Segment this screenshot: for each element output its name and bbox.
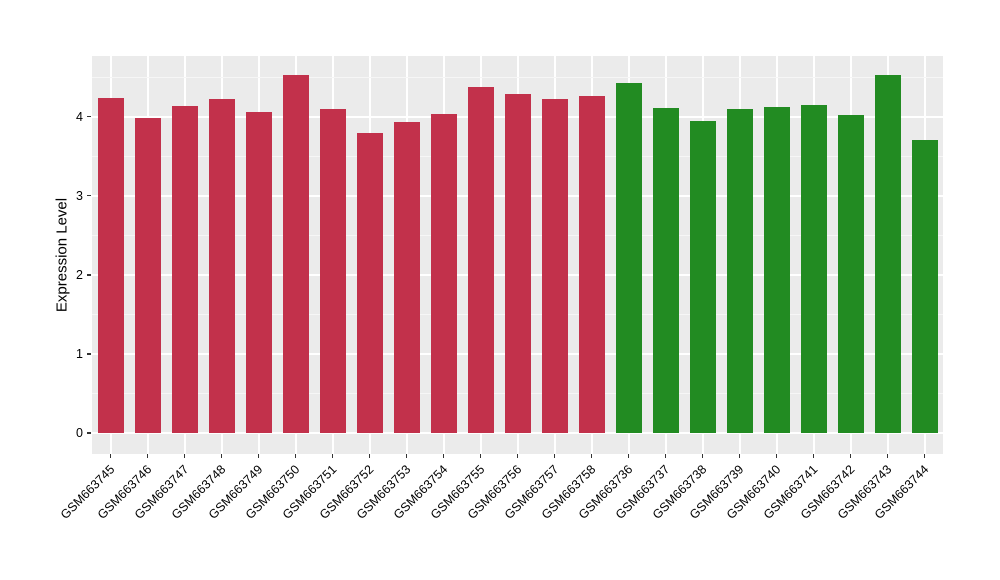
y-tick-mark [87,274,91,276]
bar-GSM663751 [319,108,346,433]
bar-GSM663739 [726,108,753,433]
y-tick-label: 2 [76,267,83,282]
bar-GSM663747 [171,105,198,433]
y-tick-label: 0 [76,426,83,440]
x-tick-mark [220,454,223,458]
x-tick-mark [405,454,408,458]
x-tick-mark [479,454,482,458]
bar-GSM663753 [393,122,420,433]
bar-GSM663743 [874,74,901,433]
x-tick-mark [701,454,704,458]
gridline-horizontal-minor [92,76,943,78]
x-tick-mark [183,454,186,458]
bar-GSM663752 [356,133,383,433]
bar-GSM663758 [578,96,605,433]
bar-GSM663757 [541,99,568,433]
x-tick-mark [146,454,149,458]
y-tick-mark [87,432,91,434]
bar-GSM663754 [430,114,457,433]
x-tick-mark [109,454,112,458]
x-tick-mark [849,454,852,458]
bar-GSM663736 [615,83,642,433]
y-tick-mark [87,194,91,197]
y-tick-label: 4 [76,109,83,124]
bar-GSM663750 [282,74,309,433]
y-tick-label: 3 [76,188,83,203]
bar-GSM663741 [800,104,827,433]
bar-GSM663755 [467,87,494,433]
x-tick-mark [923,454,926,458]
y-tick-label: 1 [76,346,83,361]
gridline-horizontal-major [92,432,943,434]
x-tick-mark [442,454,445,458]
bar-GSM663749 [245,111,272,433]
bar-GSM663745 [97,97,124,433]
bar-GSM663740 [763,107,790,433]
bar-GSM663738 [689,121,716,433]
plot-panel [92,56,943,454]
y-tick-mark [87,353,91,355]
bar-GSM663746 [134,118,161,433]
x-tick-mark [553,454,556,458]
x-tick-mark [775,454,778,458]
bar-GSM663744 [911,139,938,433]
x-tick-mark [368,454,371,458]
bar-GSM663742 [837,115,864,433]
bar-GSM663748 [208,99,235,433]
x-tick-mark [294,454,297,458]
bar-GSM663737 [652,107,679,433]
y-axis-title: Expression Level [53,197,71,313]
x-tick-mark [516,454,519,458]
x-tick-mark [738,454,741,458]
x-tick-mark [886,454,889,458]
y-tick-mark [87,115,91,118]
x-tick-mark [590,454,593,458]
bar-GSM663756 [504,93,531,433]
x-tick-mark [812,454,815,458]
x-tick-mark [331,454,334,458]
x-tick-mark [664,454,667,458]
x-tick-mark [257,454,260,458]
x-tick-mark [627,454,630,458]
